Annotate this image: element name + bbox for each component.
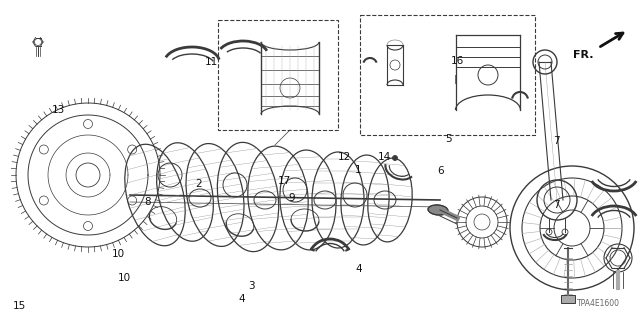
- Text: 17: 17: [278, 176, 291, 186]
- Text: 6: 6: [437, 166, 444, 176]
- Text: 9: 9: [288, 193, 294, 204]
- Text: 10: 10: [118, 273, 131, 284]
- Text: TPA4E1600: TPA4E1600: [577, 299, 620, 308]
- Text: 4: 4: [355, 264, 362, 274]
- Text: 5: 5: [445, 134, 451, 144]
- Text: 8: 8: [144, 196, 150, 207]
- Text: 4: 4: [239, 294, 245, 304]
- Ellipse shape: [428, 205, 448, 215]
- Text: 3: 3: [248, 281, 255, 292]
- Text: 7: 7: [554, 200, 560, 210]
- Text: 15: 15: [13, 300, 26, 311]
- Text: 13: 13: [52, 105, 65, 116]
- Text: 10: 10: [112, 249, 125, 260]
- Text: 14: 14: [378, 152, 390, 162]
- Bar: [561, 295, 575, 303]
- Text: 2: 2: [195, 179, 202, 189]
- Text: 12: 12: [338, 152, 351, 162]
- Text: 1: 1: [355, 164, 362, 175]
- Circle shape: [392, 156, 397, 161]
- Text: FR.: FR.: [573, 50, 593, 60]
- Text: 16: 16: [451, 56, 464, 66]
- Text: 7: 7: [554, 136, 560, 146]
- Text: 11: 11: [205, 57, 218, 68]
